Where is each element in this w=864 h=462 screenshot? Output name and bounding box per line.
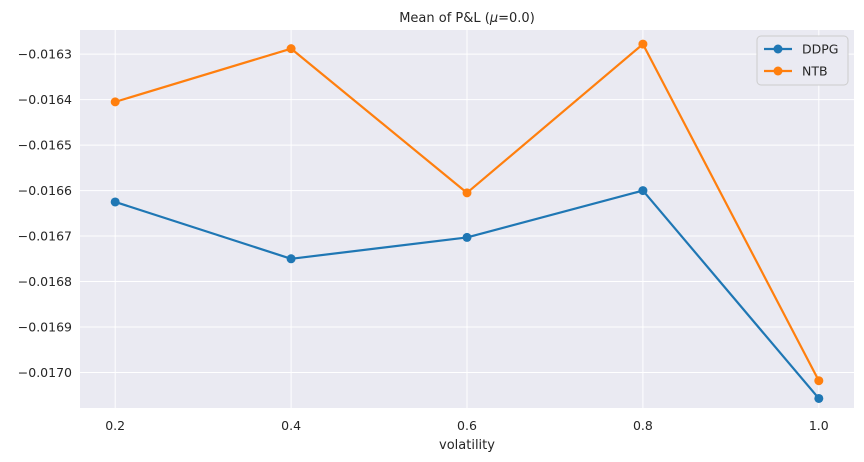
legend-marker-ddpg (773, 44, 783, 54)
series-ntb (110, 39, 824, 386)
data-point-ddpg (286, 254, 296, 264)
y-tick-label: −0.0163 (18, 47, 72, 62)
x-tick-label: 1.0 (809, 418, 829, 433)
legend-item-ddpg: DDPG (764, 42, 838, 57)
x-tick-label: 0.6 (457, 418, 477, 433)
chart-title: Mean of P&L (μ=0.0) (399, 11, 535, 26)
y-tick-label: −0.0169 (18, 320, 72, 335)
data-point-ntb (286, 44, 296, 54)
legend-marker-ntb (773, 66, 783, 76)
legend-label-ddpg: DDPG (802, 42, 838, 57)
y-tick-label: −0.0165 (18, 138, 72, 153)
data-point-ddpg (462, 232, 472, 242)
legend-label-ntb: NTB (802, 64, 828, 79)
x-tick-label: 0.2 (105, 418, 125, 433)
data-point-ntb (110, 97, 120, 107)
series-ddpg (110, 186, 824, 403)
y-tick-label: −0.0168 (18, 274, 72, 289)
data-point-ntb (462, 188, 472, 198)
data-point-ntb (638, 39, 648, 49)
x-tick-labels: 0.2 0.4 0.6 0.8 1.0 (105, 418, 829, 433)
y-tick-label: −0.0170 (18, 365, 72, 380)
data-point-ddpg (638, 186, 648, 196)
legend-items: DDPG NTB (764, 42, 838, 79)
y-tick-label: −0.0167 (18, 229, 72, 244)
grid-lines (80, 30, 854, 408)
data-point-ntb (814, 376, 824, 386)
y-tick-labels: −0.0163 −0.0164 −0.0165 −0.0166 −0.0167 −0.01… (18, 47, 72, 380)
y-tick-label: −0.0164 (18, 92, 72, 107)
data-point-ddpg (110, 197, 120, 207)
data-point-ddpg (814, 393, 824, 403)
x-axis-label: volatility (439, 438, 495, 453)
x-tick-label: 0.8 (633, 418, 653, 433)
x-tick-label: 0.4 (281, 418, 301, 433)
y-tick-label: −0.0166 (18, 183, 72, 198)
legend: DDPG NTB (756, 35, 849, 86)
legend-item-ntb: NTB (764, 64, 828, 79)
series-layer (110, 39, 824, 403)
